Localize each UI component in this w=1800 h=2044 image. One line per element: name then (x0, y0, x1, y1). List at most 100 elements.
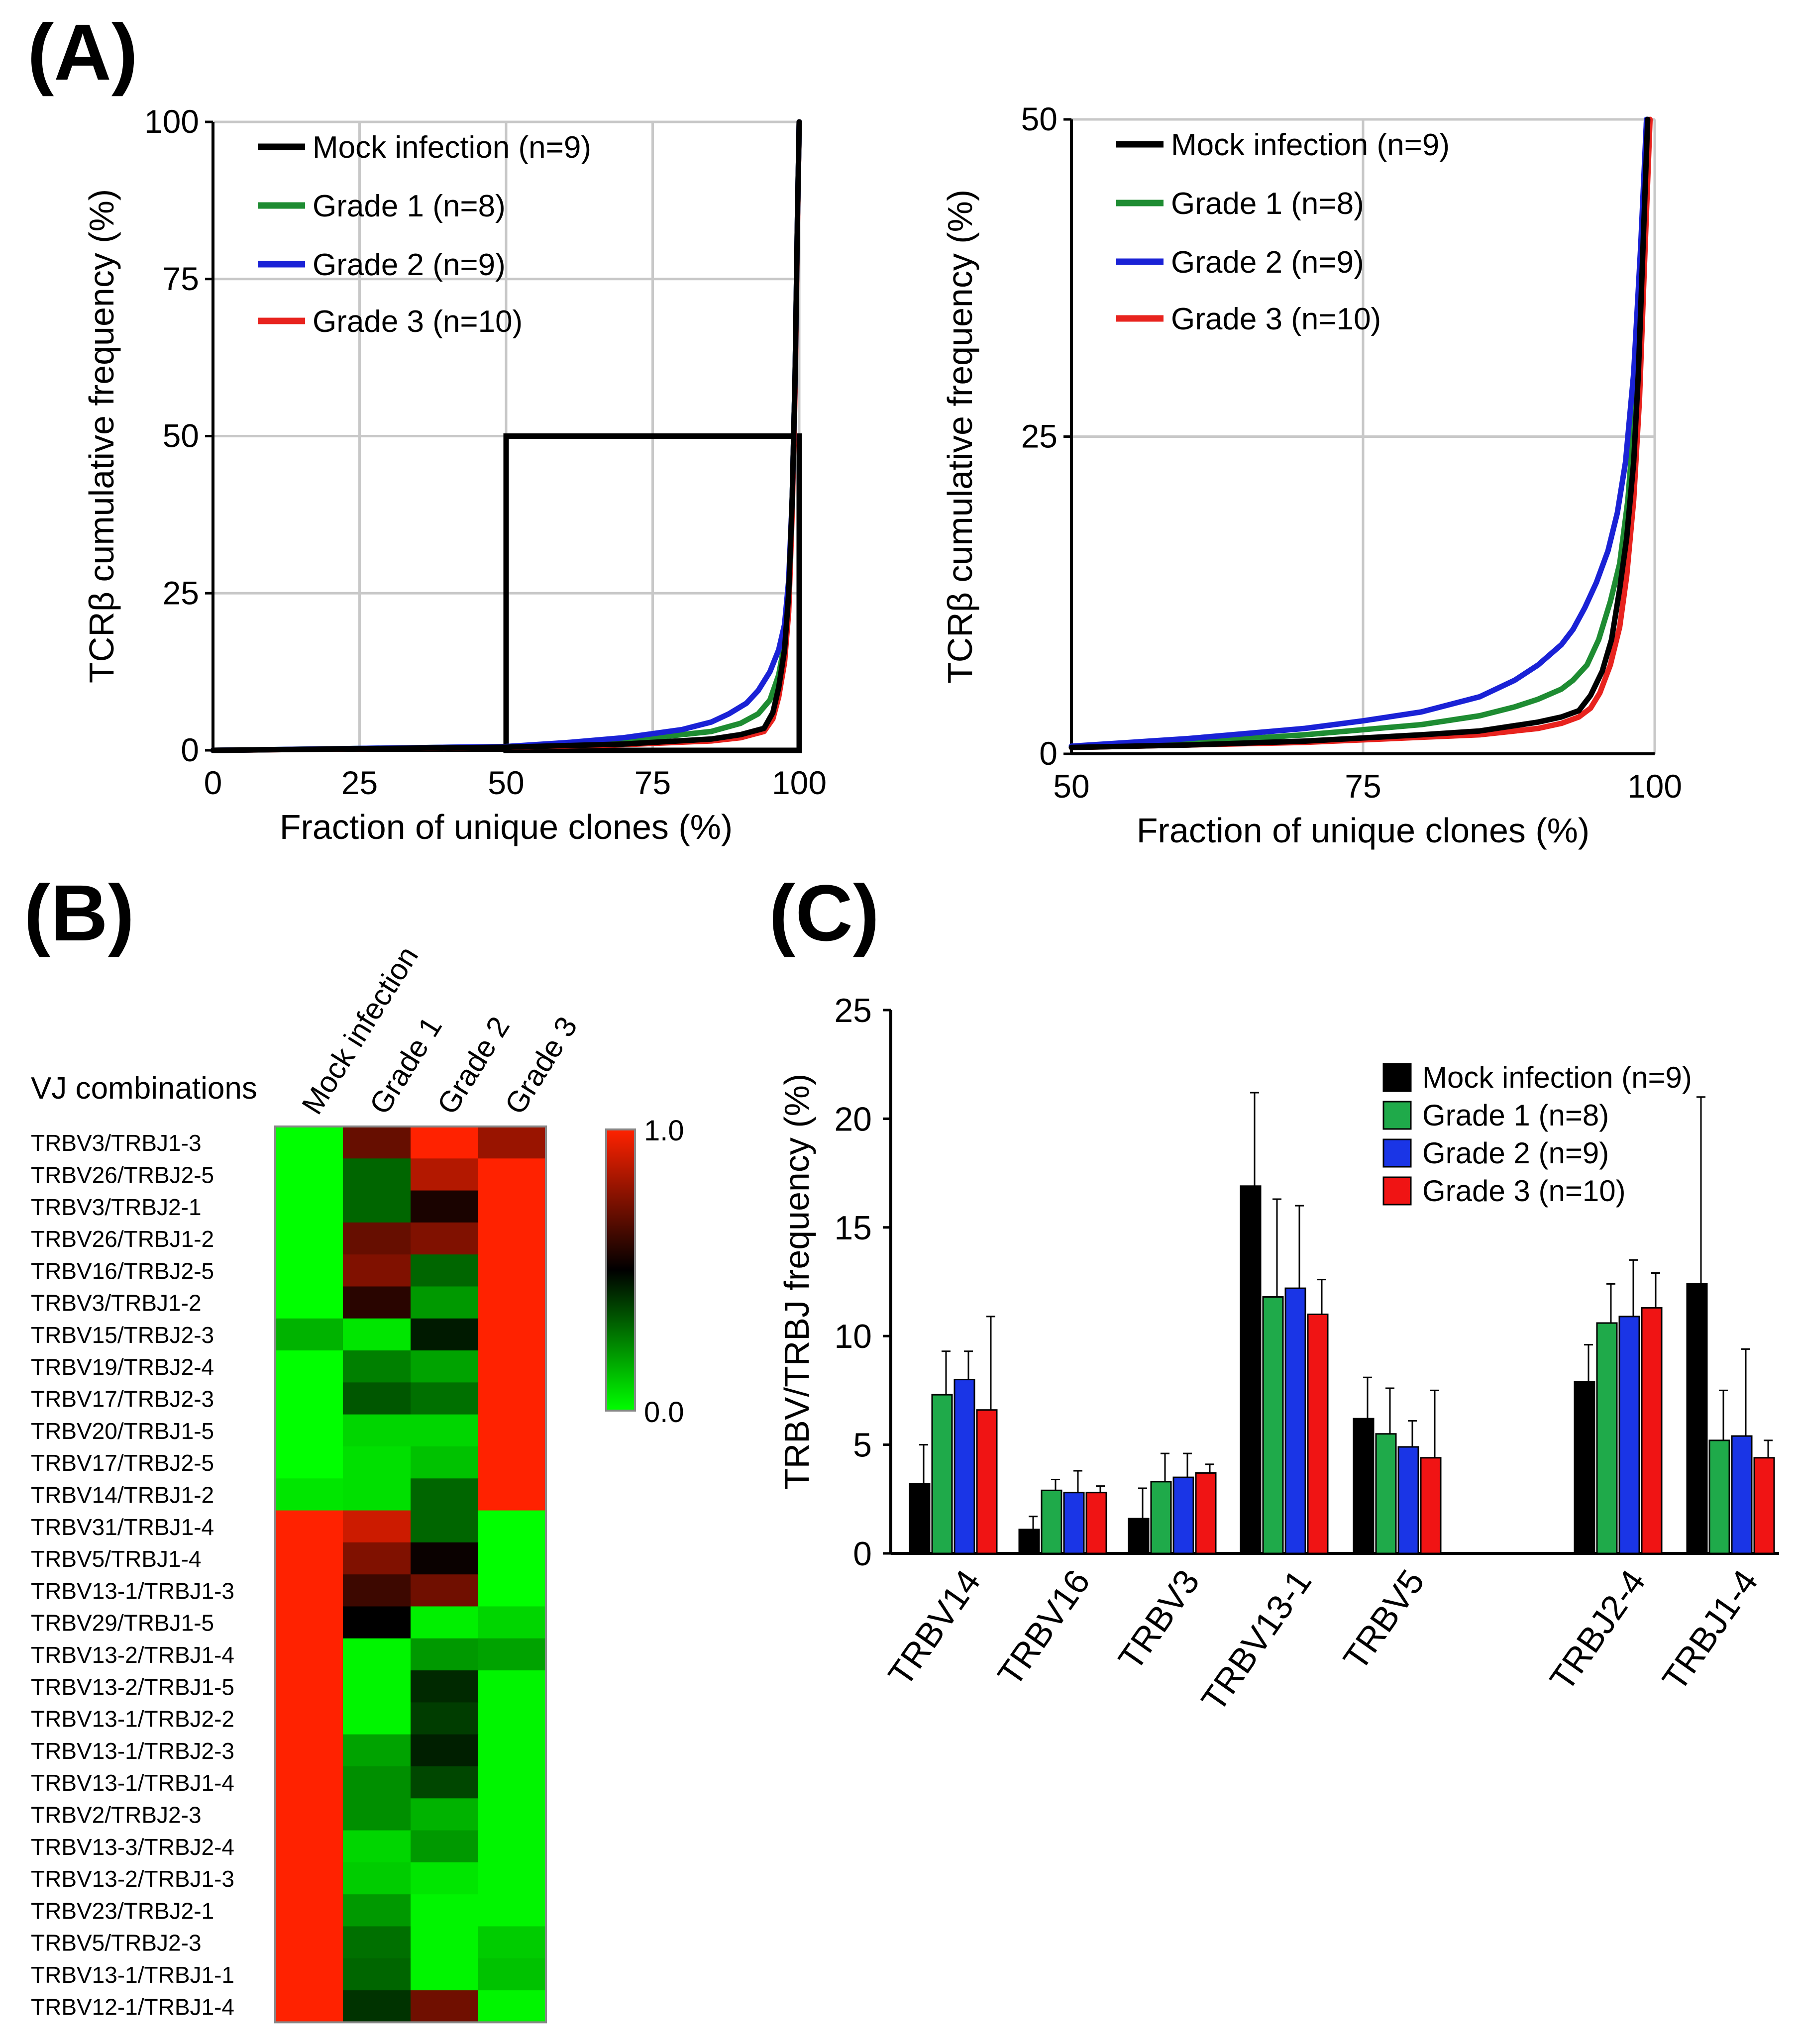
heatmap-cell (478, 1126, 546, 1159)
bar (1618, 1316, 1640, 1554)
heatmap-cell (275, 1926, 343, 1959)
x-tick-label: 50 (1053, 768, 1089, 805)
heatmap-cell (478, 1606, 546, 1639)
legend-label: Mock infection (n=9) (313, 130, 591, 165)
row-label: TRBV13-3/TRBJ2-4 (31, 1834, 234, 1860)
y-tick-label: 0 (853, 1535, 872, 1573)
heatmap-cell (343, 1702, 411, 1735)
heatmap-cell (411, 1126, 479, 1159)
heatmap-cell (478, 1510, 546, 1543)
y-tick-label: 50 (1021, 101, 1058, 137)
legend-label: Grade 2 (n=9) (313, 248, 506, 282)
x-tick-label: 50 (488, 764, 524, 801)
heatmap-cell (275, 1862, 343, 1895)
row-label: TRBV13-1/TRBJ2-2 (31, 1706, 234, 1732)
heatmap-cell (478, 1990, 546, 2023)
legend-swatch (1382, 1176, 1412, 1206)
heatmap-cell (478, 1766, 546, 1799)
heatmap-cell (275, 1126, 343, 1159)
series-line-grade-2 (1068, 116, 1650, 749)
row-header: VJ combinations (31, 1071, 257, 1106)
row-label: TRBV13-1/TRBJ1-3 (31, 1578, 234, 1604)
y-tick-label: 25 (834, 992, 872, 1029)
heatmap-cell (478, 1382, 546, 1415)
row-label: TRBV17/TRBJ2-3 (31, 1386, 214, 1412)
x-tick-label: 100 (772, 764, 827, 801)
row-label: TRBV14/TRBJ1-2 (31, 1482, 214, 1508)
row-label: TRBV2/TRBJ2-3 (31, 1802, 202, 1828)
heatmap-cell (343, 1958, 411, 1991)
panel-label-c: (C) (769, 868, 879, 957)
heatmap-cell (411, 1510, 479, 1543)
heatmap-cell (343, 1862, 411, 1895)
bar (1753, 1457, 1775, 1554)
colorbar-max-label: 1.0 (644, 1115, 684, 1147)
heatmap-cell (275, 1542, 343, 1575)
legend-label: Grade 2 (n=9) (1422, 1136, 1609, 1170)
bar (1018, 1529, 1040, 1554)
y-tick-label: 0 (1039, 735, 1058, 772)
y-tick-label: 20 (834, 1100, 872, 1138)
bar (1284, 1287, 1306, 1554)
row-label: TRBV15/TRBJ2-3 (31, 1322, 214, 1348)
heatmap-cell (275, 1670, 343, 1703)
legend-label: Grade 1 (n=8) (1171, 187, 1364, 221)
heatmap-cell (275, 1798, 343, 1831)
y-axis-label: TCRβ cumulative frequency (%) (82, 189, 121, 683)
heatmap-cell (275, 1286, 343, 1319)
heatmap-cell (275, 1734, 343, 1767)
heatmap-cell (275, 1638, 343, 1671)
heatmap-cell (343, 1350, 411, 1383)
heatmap-cell (478, 1926, 546, 1959)
heatmap-cell (411, 1798, 479, 1831)
heatmap-cell (411, 1862, 479, 1895)
bar (976, 1409, 998, 1554)
heatmap-cell (478, 1830, 546, 1863)
heatmap-cell (343, 1446, 411, 1479)
heatmap-cell (275, 1574, 343, 1607)
heatmap-cell (478, 1254, 546, 1287)
heatmap-cell (343, 1926, 411, 1959)
heatmap-cell (411, 1670, 479, 1703)
heatmap-cell (411, 1414, 479, 1447)
legend-label: Grade 1 (n=8) (1422, 1099, 1609, 1132)
heatmap-cell (275, 1990, 343, 2023)
x-category-label: TRBV5 (1336, 1563, 1432, 1677)
heatmap-cell (343, 1766, 411, 1799)
legend-swatch (1382, 1101, 1412, 1130)
heatmap-cell (411, 1190, 479, 1223)
row-label: TRBV19/TRBJ2-4 (31, 1354, 214, 1380)
legend-swatch (1382, 1063, 1412, 1092)
row-label: TRBV29/TRBJ1-5 (31, 1610, 214, 1636)
bar (1195, 1472, 1217, 1554)
heatmap-cell (478, 1670, 546, 1703)
y-tick-label: 5 (853, 1427, 872, 1464)
heatmap-cell (275, 1958, 343, 1991)
heatmap-cell (411, 1830, 479, 1863)
legend-label: Mock infection (n=9) (1171, 128, 1450, 162)
bar (1596, 1322, 1618, 1554)
heatmap-cell (343, 1990, 411, 2023)
bar (1641, 1307, 1663, 1554)
heatmap-cell (411, 1958, 479, 1991)
heatmap-cell (411, 1638, 479, 1671)
x-category-label: TRBV3 (1111, 1563, 1207, 1677)
heatmap-cell (275, 1830, 343, 1863)
heatmap-cell (343, 1542, 411, 1575)
legend-label: Mock infection (n=9) (1422, 1061, 1692, 1094)
heatmap-cell (411, 1446, 479, 1479)
heatmap-cell (275, 1222, 343, 1255)
heatmap-cell (275, 1254, 343, 1287)
heatmap-cell (343, 1894, 411, 1927)
bar (931, 1394, 953, 1554)
heatmap-cell (275, 1702, 343, 1735)
heatmap-cell (343, 1606, 411, 1639)
x-axis-label: Fraction of unique clones (%) (280, 808, 733, 846)
heatmap-cell (275, 1350, 343, 1383)
heatmap-cell (411, 1606, 479, 1639)
heatmap-cell (411, 1318, 479, 1351)
heatmap-cell (343, 1382, 411, 1415)
row-label: TRBV3/TRBJ2-1 (31, 1194, 202, 1220)
